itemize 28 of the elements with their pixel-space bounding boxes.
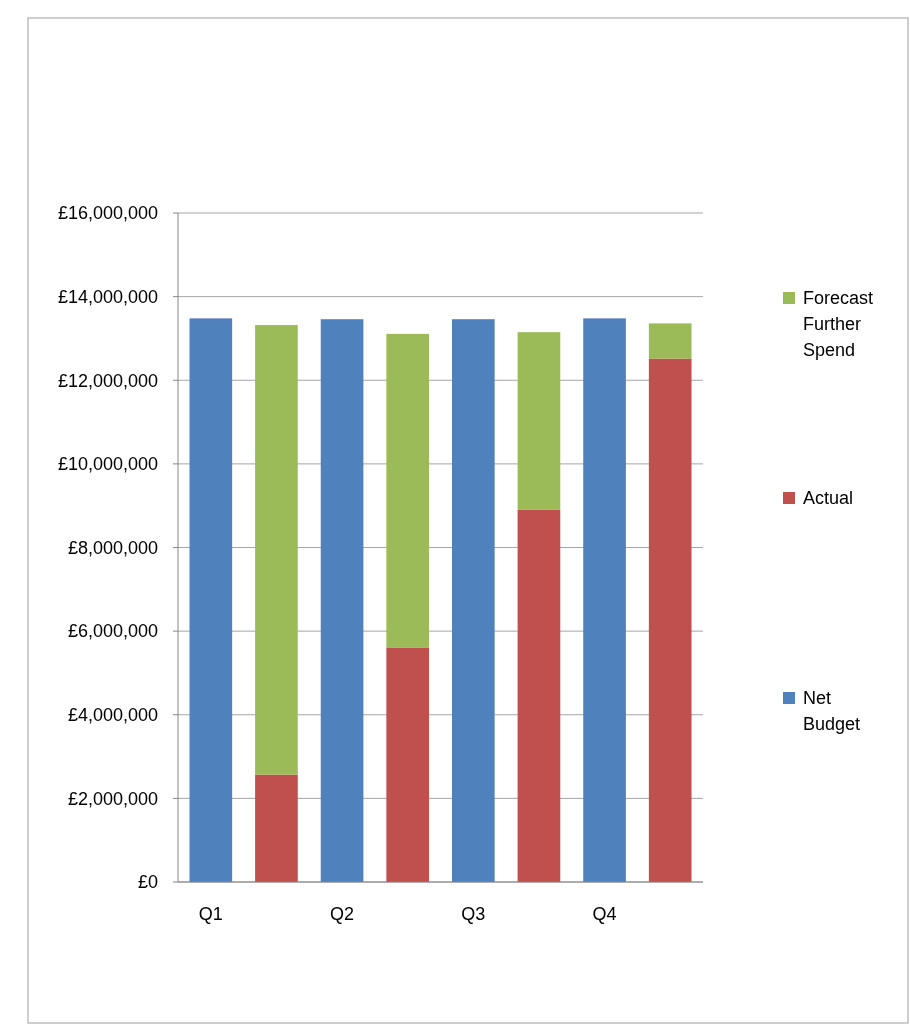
x-tick-label: Q4 <box>592 904 617 924</box>
x-tick-label: Q3 <box>461 904 486 924</box>
y-tick-label: £16,000,000 <box>57 203 158 224</box>
y-tick-label: £8,000,000 <box>67 537 158 558</box>
y-tick-label: £12,000,000 <box>57 370 158 391</box>
bar <box>255 774 298 882</box>
legend-label: Actual <box>803 488 854 509</box>
y-tick-label: £14,000,000 <box>57 286 158 307</box>
bar <box>320 319 364 882</box>
y-tick-label: £10,000,000 <box>57 454 158 475</box>
x-tick-label: Q1 <box>198 904 223 924</box>
bar <box>583 318 626 882</box>
y-tick-label: £2,000,000 <box>67 788 158 809</box>
bar <box>189 318 233 882</box>
bar <box>517 332 561 510</box>
bar <box>517 509 561 882</box>
bar <box>648 358 692 882</box>
y-tick-label: £4,000,000 <box>67 705 158 726</box>
legend-label: Forecast Further Spend <box>803 288 874 361</box>
x-tick-label: Q2 <box>330 904 355 924</box>
legend-label: Net Budget <box>803 688 861 735</box>
y-tick-label: £0 <box>137 872 158 893</box>
bar <box>648 323 692 359</box>
bar <box>255 325 298 775</box>
y-tick-label: £6,000,000 <box>67 621 158 642</box>
bar <box>386 647 430 882</box>
bar <box>451 319 495 882</box>
bar <box>386 333 430 648</box>
